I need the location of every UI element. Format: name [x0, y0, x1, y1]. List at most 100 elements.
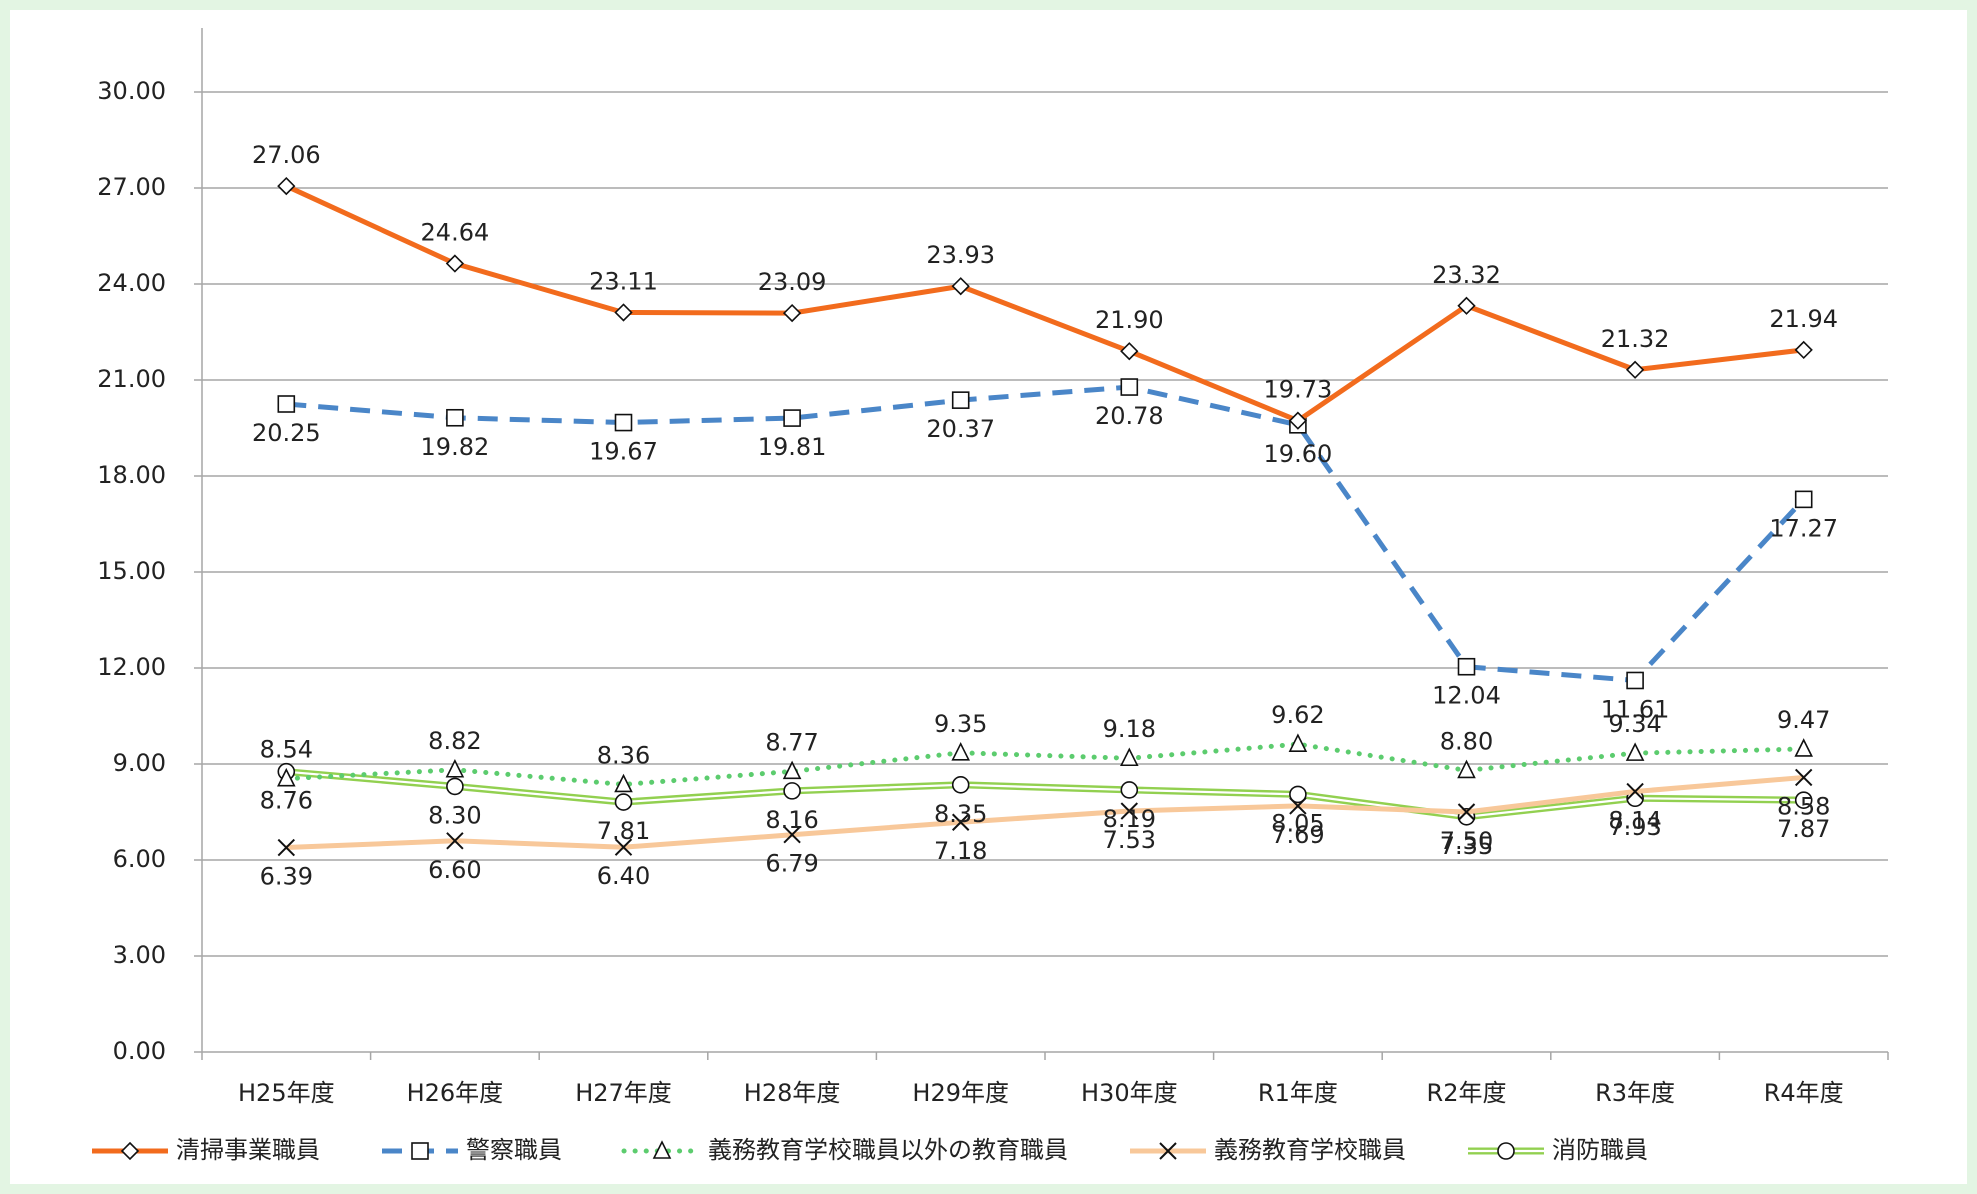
series — [277, 768, 1813, 857]
marker — [951, 277, 970, 296]
marker — [1120, 342, 1139, 361]
data-label: 23.09 — [758, 268, 827, 296]
data-label: 7.50 — [1440, 827, 1493, 855]
series — [277, 176, 1813, 430]
data-label: 6.79 — [765, 850, 818, 878]
data-label: 8.58 — [1777, 792, 1830, 820]
data-label: 6.60 — [428, 856, 481, 884]
data-label: 9.18 — [1103, 715, 1156, 743]
legend-label: 消防職員 — [1552, 1136, 1648, 1164]
x-tick-label: H27年度 — [575, 1079, 672, 1107]
data-label: 8.77 — [765, 728, 818, 756]
data-label: 9.47 — [1777, 706, 1830, 734]
data-label: 7.53 — [1103, 826, 1156, 854]
marker — [1625, 360, 1645, 379]
x-tick-label: H29年度 — [912, 1079, 1009, 1107]
y-tick-label: 3.00 — [113, 941, 166, 969]
data-label: 8.35 — [934, 800, 987, 828]
data-label: 8.14 — [1608, 807, 1661, 835]
marker — [446, 408, 464, 427]
data-label: 11.61 — [1601, 695, 1670, 723]
x-tick-label: H25年度 — [238, 1079, 335, 1107]
data-label: 7.69 — [1271, 821, 1324, 849]
legend-item: 義務教育学校職員以外の教育職員 — [621, 1136, 1068, 1164]
marker — [1497, 1142, 1515, 1160]
series-line — [285, 183, 1804, 424]
data-label: 19.82 — [421, 433, 490, 461]
marker — [277, 767, 296, 787]
y-tick-label: 30.00 — [97, 77, 166, 105]
x-tick-label: R3年度 — [1595, 1079, 1675, 1107]
marker — [951, 775, 970, 794]
y-tick-label: 15.00 — [97, 557, 166, 585]
data-label: 20.25 — [252, 419, 321, 447]
marker — [783, 409, 801, 427]
data-label: 9.34 — [1608, 710, 1661, 738]
x-tick-label: H26年度 — [407, 1079, 504, 1107]
marker — [411, 1142, 429, 1160]
marker — [120, 1141, 140, 1161]
marker — [1626, 671, 1644, 690]
marker — [1120, 378, 1139, 396]
marker — [614, 773, 633, 793]
marker — [1457, 657, 1476, 676]
series-line — [283, 741, 1807, 787]
series-line-inner — [286, 770, 1804, 818]
x-tick-label: H28年度 — [744, 1079, 841, 1107]
data-label: 8.30 — [428, 801, 481, 829]
series — [277, 378, 1813, 690]
marker — [445, 254, 465, 273]
data-label: 8.36 — [597, 741, 650, 769]
legend-label: 清掃事業職員 — [176, 1136, 320, 1164]
data-label: 20.78 — [1095, 402, 1164, 430]
marker — [783, 782, 801, 800]
y-tick-label: 18.00 — [97, 461, 166, 489]
marker — [1120, 747, 1139, 767]
marker — [277, 838, 296, 857]
data-label: 21.90 — [1095, 306, 1164, 334]
legend-item: 清掃事業職員 — [92, 1136, 320, 1164]
data-label: 7.81 — [597, 817, 650, 845]
data-label: 7.35 — [1440, 832, 1493, 860]
x-tick-label: R2年度 — [1427, 1079, 1507, 1107]
x-tick-label: R4年度 — [1764, 1079, 1844, 1107]
legend-item: 消防職員 — [1468, 1136, 1648, 1164]
marker — [1625, 742, 1645, 761]
legend-item: 警察職員 — [382, 1136, 562, 1164]
series — [277, 733, 1813, 793]
y-tick-label: 12.00 — [97, 653, 166, 681]
marker — [614, 838, 633, 856]
marker — [277, 395, 296, 413]
marker — [951, 813, 970, 831]
y-tick-label: 27.00 — [97, 173, 166, 201]
y-tick-label: 24.00 — [97, 269, 166, 297]
data-label: 19.60 — [1264, 440, 1333, 468]
legend-label: 警察職員 — [466, 1136, 562, 1164]
data-label: 17.27 — [1769, 514, 1838, 542]
data-label: 27.06 — [252, 141, 321, 169]
data-label: 9.62 — [1271, 701, 1324, 729]
marker — [1159, 1142, 1177, 1160]
legend-item: 義務教育学校職員 — [1130, 1136, 1406, 1164]
data-label: 20.37 — [926, 415, 995, 443]
x-tick-label: R1年度 — [1258, 1079, 1338, 1107]
marker — [1626, 782, 1644, 801]
y-tick-label: 0.00 — [113, 1037, 166, 1065]
marker — [783, 826, 801, 844]
marker — [1457, 803, 1476, 821]
data-label: 8.80 — [1440, 727, 1493, 755]
series-line — [286, 774, 1804, 851]
marker — [1794, 768, 1813, 787]
marker — [446, 777, 464, 796]
marker — [614, 413, 633, 432]
marker — [614, 793, 633, 811]
data-label: 12.04 — [1432, 682, 1501, 710]
data-label: 7.87 — [1777, 815, 1830, 843]
marker — [446, 832, 464, 850]
marker — [1457, 759, 1476, 779]
data-label: 9.35 — [934, 710, 987, 738]
marker — [614, 303, 633, 322]
marker — [1794, 340, 1813, 360]
data-label: 21.32 — [1601, 325, 1670, 353]
